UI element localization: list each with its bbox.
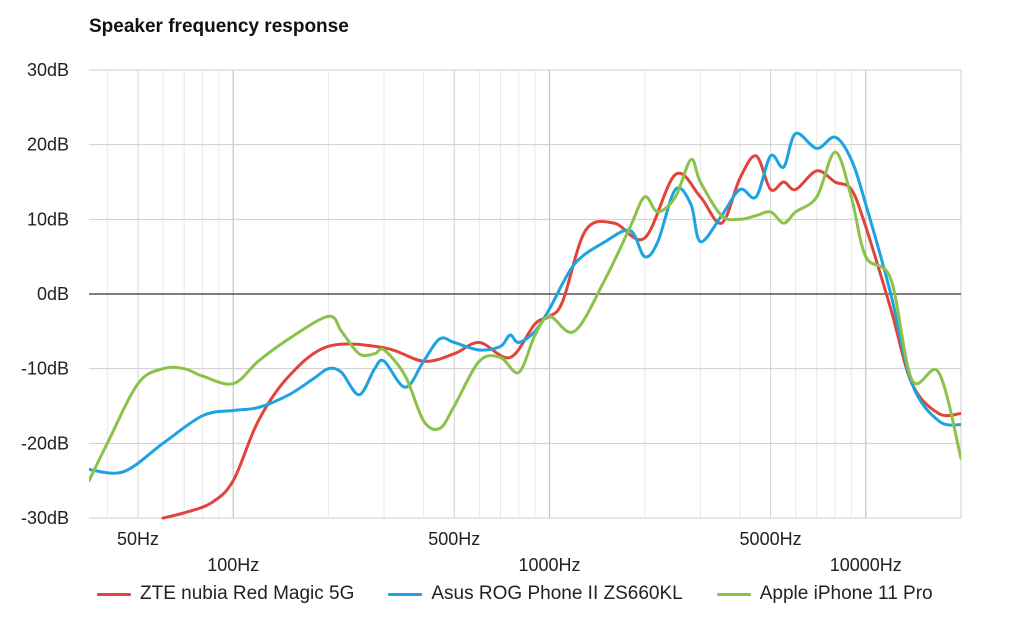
- y-tick-label: -20dB: [21, 433, 69, 453]
- legend: ZTE nubia Red Magic 5G Asus ROG Phone II …: [97, 583, 967, 605]
- legend-swatch: [97, 592, 131, 596]
- legend-item-2[interactable]: Asus ROG Phone II ZS660KL: [388, 583, 683, 605]
- legend-item-3[interactable]: Apple iPhone 11 Pro: [716, 583, 933, 605]
- x-tick-label: 50Hz: [117, 529, 159, 549]
- y-tick-label: 30dB: [27, 60, 69, 80]
- y-tick-label: -30dB: [21, 508, 69, 528]
- x-tick-label: 500Hz: [428, 529, 480, 549]
- x-axis-ticks: 50Hz 100Hz 500Hz 1000Hz 5000Hz 10000Hz: [117, 529, 902, 575]
- x-tick-label: 10000Hz: [830, 555, 902, 575]
- legend-label: ZTE nubia Red Magic 5G: [140, 583, 355, 604]
- legend-label: Apple iPhone 11 Pro: [759, 583, 933, 604]
- y-tick-label: -10dB: [21, 359, 69, 379]
- y-axis-ticks: 30dB 20dB 10dB 0dB -10dB -20dB -30dB: [21, 60, 69, 528]
- chart-title: Speaker frequency response: [89, 16, 349, 37]
- y-tick-label: 0dB: [37, 284, 69, 304]
- legend-swatch: [388, 592, 423, 596]
- series-layer: [89, 131, 961, 520]
- legend-label: Asus ROG Phone II ZS660KL: [431, 583, 683, 604]
- x-tick-label: 1000Hz: [518, 555, 580, 575]
- major-grid: [89, 69, 962, 519]
- legend-item-1[interactable]: ZTE nubia Red Magic 5G: [97, 583, 354, 605]
- series-line-3: [89, 150, 961, 483]
- series-line-2: [89, 131, 961, 475]
- x-tick-label: 5000Hz: [740, 529, 802, 549]
- x-tick-label: 100Hz: [207, 555, 259, 575]
- y-tick-label: 20dB: [27, 135, 69, 155]
- y-tick-label: 10dB: [27, 209, 69, 229]
- series-line-1: [161, 154, 961, 520]
- legend-swatch: [716, 592, 751, 596]
